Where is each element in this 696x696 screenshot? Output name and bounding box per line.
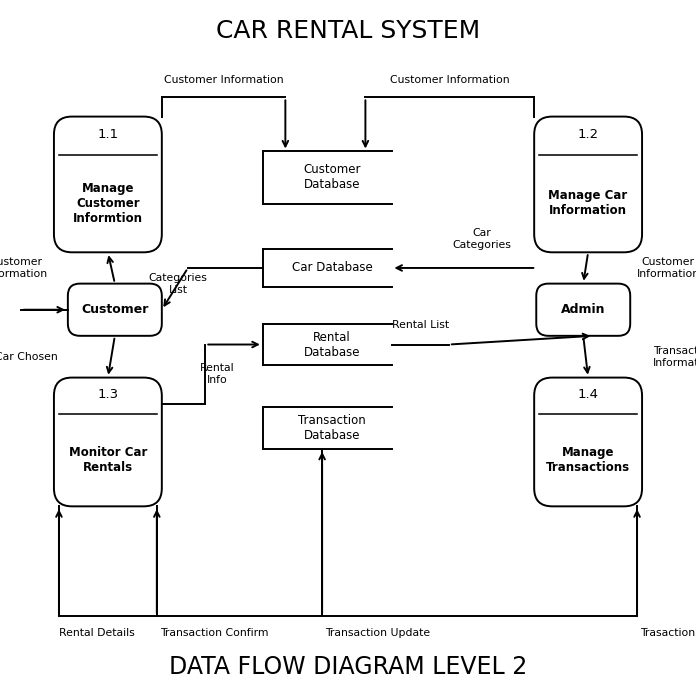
Text: Customer
Information: Customer Information bbox=[637, 257, 696, 279]
Text: CAR RENTAL SYSTEM: CAR RENTAL SYSTEM bbox=[216, 19, 480, 43]
Text: Customer: Customer bbox=[81, 303, 148, 316]
Text: Customer
Database: Customer Database bbox=[303, 164, 361, 191]
FancyBboxPatch shape bbox=[536, 284, 631, 336]
Text: Trasaction Details: Trasaction Details bbox=[640, 628, 696, 638]
Text: DATA FLOW DIAGRAM LEVEL 2: DATA FLOW DIAGRAM LEVEL 2 bbox=[169, 655, 527, 679]
FancyBboxPatch shape bbox=[68, 284, 162, 336]
Text: 1.2: 1.2 bbox=[578, 128, 599, 141]
FancyBboxPatch shape bbox=[54, 377, 161, 507]
Text: Customer
Information: Customer Information bbox=[0, 257, 47, 279]
Text: Rental List: Rental List bbox=[392, 319, 449, 329]
FancyBboxPatch shape bbox=[535, 377, 642, 507]
Text: Manage
Transactions: Manage Transactions bbox=[546, 446, 630, 474]
FancyBboxPatch shape bbox=[54, 117, 161, 253]
FancyBboxPatch shape bbox=[535, 117, 642, 253]
Text: Rental
Database: Rental Database bbox=[304, 331, 361, 358]
Text: Transaction
Database: Transaction Database bbox=[299, 414, 366, 442]
Text: Manage
Customer
Informtion: Manage Customer Informtion bbox=[73, 182, 143, 225]
Text: 1.1: 1.1 bbox=[97, 128, 118, 141]
Text: Admin: Admin bbox=[561, 303, 606, 316]
Text: 1.4: 1.4 bbox=[578, 388, 599, 401]
Text: Car
Categories: Car Categories bbox=[452, 228, 512, 250]
Text: Rental Details: Rental Details bbox=[59, 628, 135, 638]
Text: Transaction
Information: Transaction Information bbox=[652, 346, 696, 367]
Text: Rental
Info: Rental Info bbox=[200, 363, 235, 385]
Text: Manage Car
Information: Manage Car Information bbox=[548, 189, 628, 217]
Text: Car Chosen: Car Chosen bbox=[0, 351, 57, 362]
Text: Transaction Update: Transaction Update bbox=[325, 628, 430, 638]
Text: Customer Information: Customer Information bbox=[390, 75, 509, 86]
Text: 1.3: 1.3 bbox=[97, 388, 118, 401]
Text: Customer Information: Customer Information bbox=[164, 75, 283, 86]
Text: Monitor Car
Rentals: Monitor Car Rentals bbox=[69, 446, 147, 474]
Text: Car Database: Car Database bbox=[292, 262, 372, 274]
Text: Transaction Confirm: Transaction Confirm bbox=[160, 628, 269, 638]
Text: Categories
List: Categories List bbox=[148, 273, 207, 294]
